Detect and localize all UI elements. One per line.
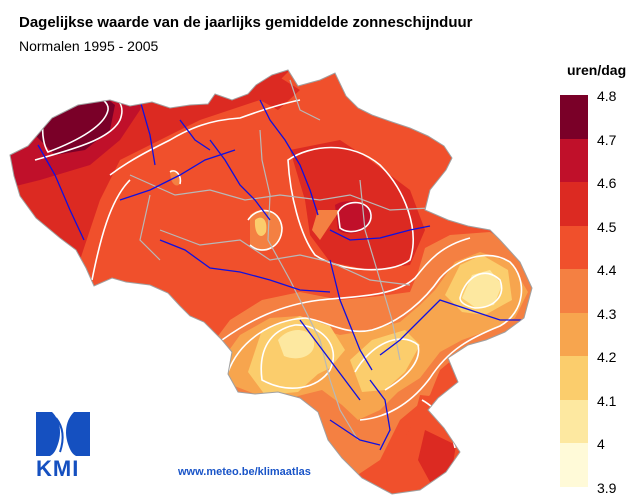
legend-swatch [560, 182, 588, 226]
legend-label: 4.7 [597, 131, 617, 148]
legend-swatch [560, 312, 588, 356]
map-subtitle: Normalen 1995 - 2005 [19, 38, 159, 54]
legend-unit: uren/dag [567, 62, 627, 78]
klimaatlas-link[interactable]: www.meteo.be/klimaatlas [178, 466, 311, 478]
legend-label: 4.1 [597, 392, 617, 409]
legend-swatch [560, 269, 588, 313]
legend-label: 4.3 [597, 305, 617, 322]
legend-label: 4.5 [597, 218, 617, 235]
legend-swatch [560, 399, 588, 443]
map-title: Dagelijkse waarde van de jaarlijks gemid… [19, 14, 473, 31]
legend-label: 3.9 [597, 479, 617, 496]
legend-label: 4.4 [597, 262, 617, 278]
legend-swatch [560, 95, 588, 139]
color-legend: 4.8 4.7 4.6 4.5 4.4 4.3 4.2 4.1 4 3.9 [560, 89, 636, 495]
kmi-logo-icon [36, 412, 90, 456]
legend-label: 4.2 [597, 349, 617, 365]
legend-swatch [560, 356, 588, 400]
belgium-sunshine-map [9, 69, 533, 495]
legend-swatch [560, 138, 588, 182]
legend-label: 4 [597, 436, 605, 452]
legend-label: 4.6 [597, 175, 617, 191]
kmi-logo-text: KMI [36, 456, 80, 481]
legend-swatch [560, 443, 588, 487]
legend-swatch [560, 225, 588, 269]
legend-label: 4.8 [597, 88, 617, 104]
